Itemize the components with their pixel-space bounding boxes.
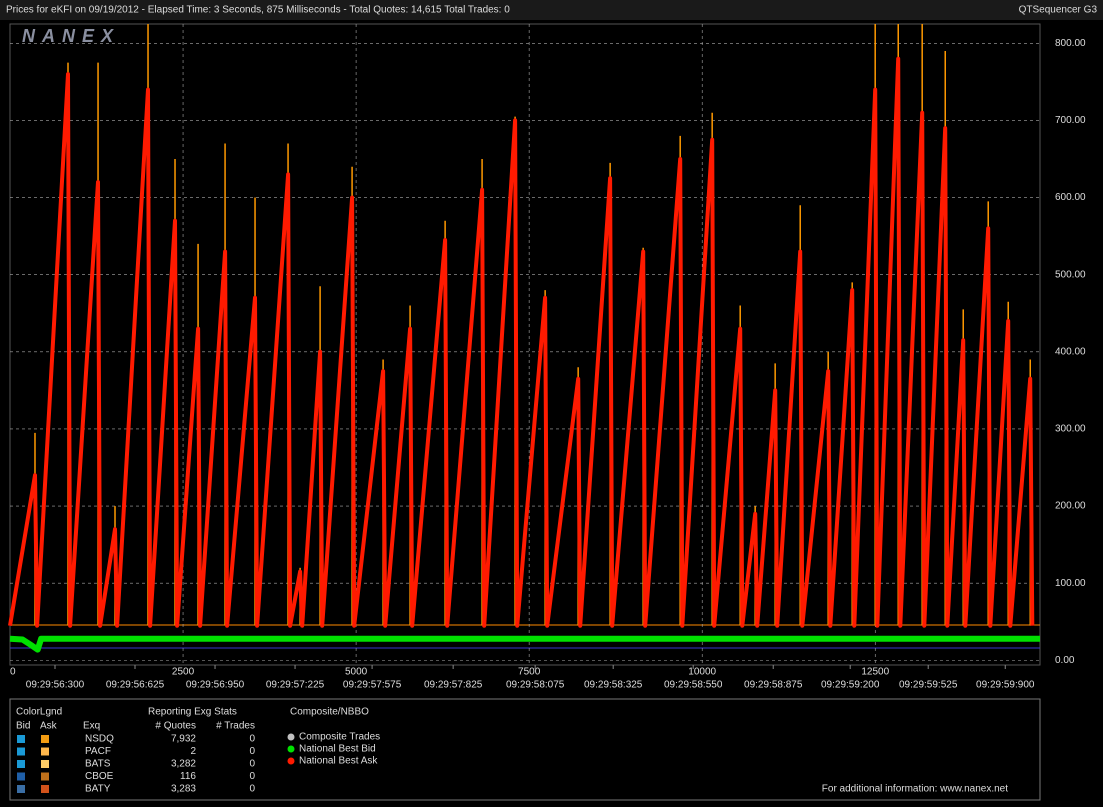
- trades: 0: [249, 771, 255, 782]
- panel-label: Composite/NBBO: [290, 707, 369, 718]
- title: Prices for eKFI on 09/19/2012 - Elapsed …: [6, 5, 510, 16]
- plot-area: [9, 23, 1041, 666]
- panel-label: Bid: [16, 721, 30, 732]
- swatch: [41, 785, 49, 793]
- panel-label: Exq: [83, 721, 100, 732]
- time-tick-label: 09:29:56:950: [186, 680, 245, 691]
- exchange: BATS: [85, 759, 111, 770]
- swatch: [17, 760, 25, 768]
- series-line: [9, 635, 1040, 653]
- time-tick-label: 09:29:56:625: [106, 680, 165, 691]
- time-tick-label: 09:29:58:875: [744, 680, 803, 691]
- time-tick-label: 09:29:56:300: [26, 680, 85, 691]
- panel-label: Ask: [40, 721, 58, 732]
- panel-label: Reporting Exg Stats: [148, 707, 237, 718]
- stats-panel: [9, 698, 1041, 801]
- y-tick-label: 100.00: [1055, 578, 1086, 589]
- x-tick-label: 10000: [688, 667, 716, 678]
- panel-label: # Trades: [216, 721, 255, 732]
- y-tick-label: 700.00: [1055, 115, 1086, 126]
- panel-label: # Quotes: [155, 721, 196, 732]
- time-tick-label: 09:29:57:225: [266, 680, 325, 691]
- x-tick-label: 7500: [518, 667, 541, 678]
- swatch: [17, 747, 25, 756]
- exchange: NSDQ: [85, 734, 114, 745]
- time-tick-label: 09:29:58:550: [664, 680, 723, 691]
- time-tick-label: 09:29:59:200: [821, 680, 880, 691]
- title-bar: [0, 0, 1103, 20]
- x-tick-label: 0: [10, 667, 16, 678]
- y-tick-label: 200.00: [1055, 501, 1086, 512]
- quotes: 3,282: [171, 759, 196, 770]
- swatch: [41, 735, 49, 743]
- legend-label: National Best Ask: [299, 756, 378, 767]
- quotes: 2: [190, 746, 196, 757]
- time-tick-label: 09:29:57:825: [424, 680, 483, 691]
- x-tick-label: 2500: [172, 667, 195, 678]
- time-tick-label: 09:29:59:900: [976, 680, 1035, 691]
- time-tick-label: 09:29:59:525: [899, 680, 958, 691]
- legend-marker: [287, 757, 295, 765]
- quotes: 116: [180, 771, 196, 782]
- time-tick-label: 09:29:58:075: [506, 680, 565, 691]
- product: QTSequencer G3: [1019, 5, 1098, 16]
- x-tick-label: 5000: [345, 667, 368, 678]
- quotes: 3,283: [171, 784, 196, 795]
- y-tick-label: 800.00: [1055, 38, 1086, 49]
- exchange: CBOE: [85, 771, 114, 782]
- swatch: [17, 785, 25, 793]
- y-tick-label: 0.00: [1055, 655, 1075, 666]
- y-tick-label: 400.00: [1055, 346, 1086, 357]
- y-tick-label: 500.00: [1055, 269, 1086, 280]
- legend-label: National Best Bid: [299, 744, 376, 755]
- time-tick-label: 09:29:58:325: [584, 680, 643, 691]
- swatch: [41, 772, 49, 781]
- time-tick-label: 09:29:57:575: [343, 680, 402, 691]
- swatch: [41, 760, 49, 768]
- swatch: [17, 735, 25, 743]
- footer: For additional information: www.nanex.ne…: [822, 784, 1008, 795]
- exchange: BATY: [85, 784, 111, 795]
- swatch: [17, 772, 25, 781]
- trades: 0: [249, 784, 255, 795]
- logo: NANEX: [22, 26, 120, 46]
- trades: 0: [249, 734, 255, 745]
- legend-marker: [287, 745, 295, 753]
- y-tick-label: 300.00: [1055, 424, 1086, 435]
- swatch: [41, 747, 49, 756]
- legend-marker: [287, 733, 295, 741]
- exchange: PACF: [85, 746, 111, 757]
- trades: 0: [249, 759, 255, 770]
- trades: 0: [249, 746, 255, 757]
- legend-label: Composite Trades: [299, 732, 380, 743]
- panel-label: ColorLgnd: [16, 707, 62, 718]
- y-tick-label: 600.00: [1055, 192, 1086, 203]
- quotes: 7,932: [171, 734, 196, 745]
- x-tick-label: 12500: [861, 667, 889, 678]
- series-line: [8, 56, 1035, 628]
